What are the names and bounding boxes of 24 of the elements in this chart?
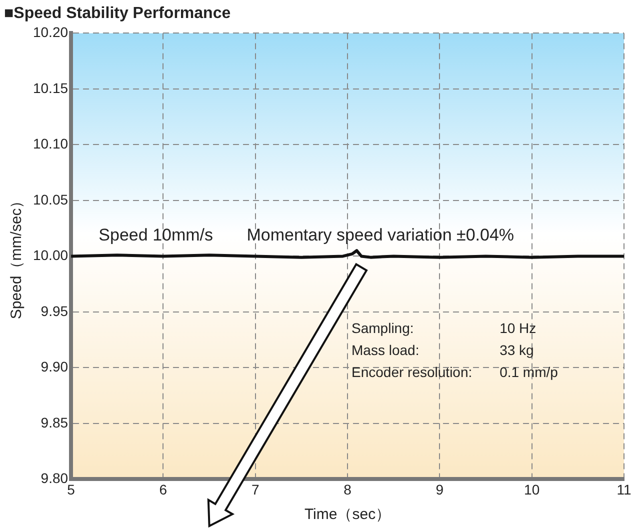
text: Encoder resolution: 0.1 mm/p xyxy=(352,364,558,380)
y-tick-label: 9.85 xyxy=(40,414,68,430)
x-tick-label: 10 xyxy=(524,481,540,498)
x-tick-label: 8 xyxy=(344,481,352,498)
y-tick-label: 10.10 xyxy=(32,136,68,152)
annotation: Speed 10mm/s xyxy=(98,225,214,244)
x-tick-label: 7 xyxy=(251,481,260,498)
y-tick-label: 9.80 xyxy=(40,470,68,486)
x-tick-label: 6 xyxy=(159,481,168,498)
y-tick-label: 10.00 xyxy=(32,247,68,264)
y-tick-label: 10.15 xyxy=(32,80,68,96)
y-tick-label: 9.90 xyxy=(40,358,68,375)
chart-title: ■Speed Stability Performance xyxy=(4,5,231,22)
x-tick-label: 9 xyxy=(436,481,444,498)
text: Sampling: 10 Hz xyxy=(352,320,536,336)
text: Mass load: 33 kg xyxy=(352,342,534,358)
y-tick-label: 9.95 xyxy=(40,302,68,319)
y-axis-title: Speed（mm/sec） xyxy=(8,193,26,320)
y-tick-label: 10.05 xyxy=(32,191,68,208)
y-tick-label: 10.20 xyxy=(32,24,68,40)
annotation: Momentary speed variation ±0.04% xyxy=(246,225,514,244)
x-tick-label: 5 xyxy=(67,481,76,498)
x-tick-label: 11 xyxy=(616,481,632,498)
x-axis-title: Time（sec） xyxy=(304,506,391,524)
